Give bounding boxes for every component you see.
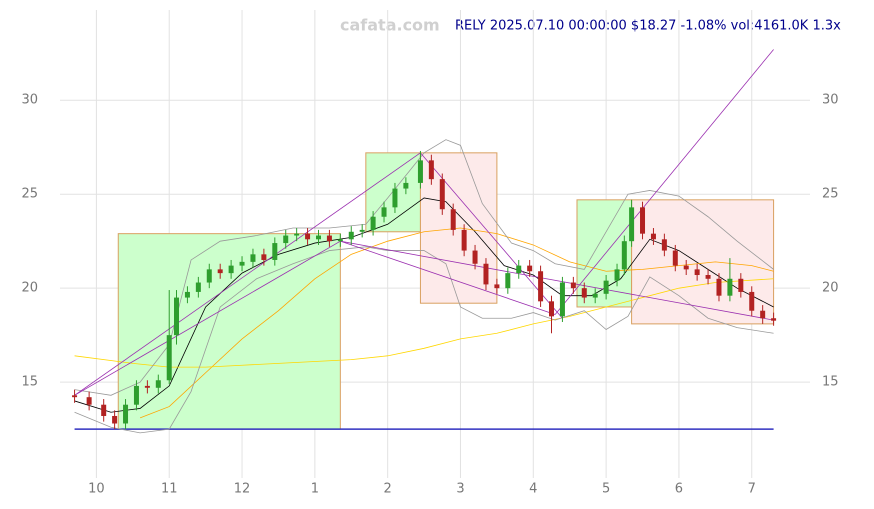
y-tick-label: 30 — [21, 93, 38, 108]
candle-body — [640, 207, 646, 234]
candle-body — [86, 397, 92, 405]
candle-body — [348, 231, 354, 240]
candle-body — [166, 335, 172, 381]
candle-body — [450, 209, 456, 230]
x-tick-label: 10 — [88, 482, 105, 497]
candle-body — [428, 160, 434, 180]
candle-body — [716, 278, 722, 296]
candle-body — [527, 265, 533, 272]
y-tick-label-right: 30 — [822, 93, 839, 108]
candle-body — [195, 282, 201, 292]
candle-body — [581, 288, 587, 298]
candle-body — [672, 250, 678, 266]
candle-body — [261, 254, 267, 260]
candle-body — [650, 233, 656, 240]
candle-body — [494, 284, 500, 289]
candle-body — [705, 275, 711, 279]
candle-body — [239, 261, 245, 266]
candle-body — [144, 385, 150, 388]
candle-body — [516, 265, 522, 274]
trend-line — [340, 240, 774, 321]
candle-body — [101, 404, 107, 416]
x-tick-label: 1 — [311, 482, 319, 497]
x-tick-label: 6 — [675, 482, 683, 497]
candle-body — [228, 265, 234, 274]
y-tick-label-right: 15 — [822, 375, 839, 390]
y-tick-label-right: 20 — [822, 281, 839, 296]
candle-body — [315, 235, 321, 240]
candle-body — [417, 160, 423, 183]
chart-title: RELY 2025.07.10 00:00:00 $18.27 -1.08% v… — [455, 19, 841, 34]
x-tick-label: 3 — [456, 482, 464, 497]
y-tick-label: 15 — [21, 375, 38, 390]
candle-body — [727, 278, 733, 296]
candle-body — [592, 293, 598, 298]
candle-body — [294, 233, 300, 236]
y-tick-label: 25 — [21, 187, 38, 202]
candle-body — [603, 280, 609, 294]
indicator-line — [74, 278, 774, 368]
candle-body — [760, 310, 766, 319]
candle-body — [174, 297, 180, 336]
candle-body — [629, 207, 635, 242]
indicator-line — [139, 227, 774, 419]
indicator-line — [74, 139, 774, 396]
candle-body — [549, 301, 555, 317]
watermark: cafata.com — [340, 16, 440, 35]
candle-body — [72, 395, 78, 398]
candle-body — [661, 239, 667, 251]
candle-body — [250, 254, 256, 262]
candle-body — [112, 415, 118, 424]
candle-body — [403, 182, 409, 189]
candle-body — [505, 273, 511, 289]
trend-line — [74, 240, 341, 396]
candle-body — [621, 241, 627, 270]
candle-body — [683, 265, 689, 270]
candle-body — [123, 404, 129, 424]
candle-body — [461, 229, 467, 251]
trend-line — [340, 240, 556, 315]
x-tick-label: 12 — [234, 482, 251, 497]
candle-body — [133, 385, 139, 405]
candle-body — [217, 269, 223, 274]
x-tick-label: 4 — [529, 482, 537, 497]
candle-body — [392, 188, 398, 208]
trend-line — [74, 152, 421, 396]
candle-body — [472, 250, 478, 264]
candle-body — [359, 229, 365, 232]
y-tick-label-right: 25 — [822, 187, 839, 202]
candle-body — [559, 282, 565, 317]
indicator-line — [74, 246, 774, 434]
candle-body — [326, 235, 332, 242]
candle-body — [155, 380, 161, 388]
y-tick-label: 20 — [21, 281, 38, 296]
x-tick-label: 7 — [748, 482, 756, 497]
x-tick-label: 2 — [384, 482, 392, 497]
candle-body — [694, 269, 700, 276]
x-tick-label: 5 — [602, 482, 610, 497]
candle-body — [206, 269, 212, 283]
candle-body — [538, 271, 544, 302]
candle-body — [184, 291, 190, 298]
candle-body — [283, 235, 289, 244]
candle-body — [483, 263, 489, 285]
candle-body — [570, 282, 576, 289]
x-tick-label: 11 — [161, 482, 178, 497]
candle-body — [439, 179, 445, 210]
candle-body — [370, 216, 376, 230]
candle-body — [749, 291, 755, 311]
candle-body — [771, 318, 777, 321]
candle-body — [614, 269, 620, 281]
indicator-line — [74, 197, 774, 413]
trend-line — [554, 49, 774, 315]
candle-body — [272, 243, 278, 260]
candle-body — [337, 239, 343, 242]
candle-body — [738, 278, 744, 292]
candle-body — [381, 207, 387, 217]
candle-body — [305, 233, 311, 240]
